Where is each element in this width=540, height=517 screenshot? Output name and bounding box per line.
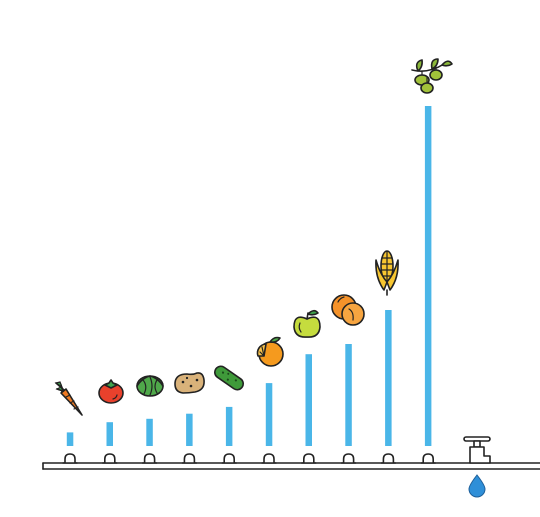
peach-icon (331, 294, 365, 326)
potato-icon (174, 372, 205, 394)
bars-group (66, 106, 432, 446)
apple-icon (293, 309, 321, 338)
pipe-connector (261, 453, 277, 464)
cucumber-icon (214, 365, 244, 391)
bar-tomato (106, 422, 113, 446)
pipe-connector (141, 453, 158, 464)
pipe-connector (181, 453, 198, 464)
faucet-icon (463, 436, 491, 464)
bar-apple (305, 354, 312, 446)
bar-orange (265, 383, 273, 446)
pipe-connector (420, 453, 436, 464)
pipe-connector (301, 453, 317, 464)
water-drop-icon (468, 474, 486, 498)
tomato-icon (98, 379, 124, 404)
pipe (42, 462, 540, 470)
pipe-connector (221, 453, 237, 464)
pipe-connector (102, 453, 118, 464)
carrot-icon (54, 381, 83, 416)
bar-potato (186, 413, 193, 446)
pipe-connector (380, 453, 397, 464)
orange-icon (256, 336, 284, 367)
cabbage-icon (136, 375, 164, 397)
bar-olive (424, 106, 432, 446)
pipe-connector (62, 453, 78, 464)
pipe-connector (340, 453, 357, 464)
olive-icon (411, 58, 453, 94)
corn-icon (375, 250, 399, 296)
pipe-connectors (62, 453, 436, 464)
bar-corn (385, 310, 392, 446)
bar-cucumber (225, 406, 233, 446)
bar-carrot (66, 432, 74, 446)
bar-peach (345, 344, 352, 446)
bar-cabbage (146, 418, 153, 446)
